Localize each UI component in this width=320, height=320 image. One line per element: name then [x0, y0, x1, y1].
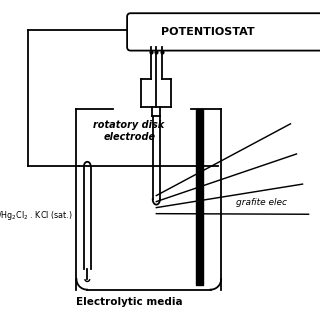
Text: POTENTIOSTAT: POTENTIOSTAT	[161, 27, 254, 37]
FancyBboxPatch shape	[127, 13, 320, 51]
Text: rotatory disk: rotatory disk	[93, 120, 164, 130]
Text: grafite elec: grafite elec	[236, 198, 287, 207]
Text: /Hg$_2$Cl$_2$ . KCl (sat.): /Hg$_2$Cl$_2$ . KCl (sat.)	[0, 209, 73, 222]
Text: electrode: electrode	[104, 132, 156, 142]
Text: Electrolytic media: Electrolytic media	[76, 297, 182, 307]
